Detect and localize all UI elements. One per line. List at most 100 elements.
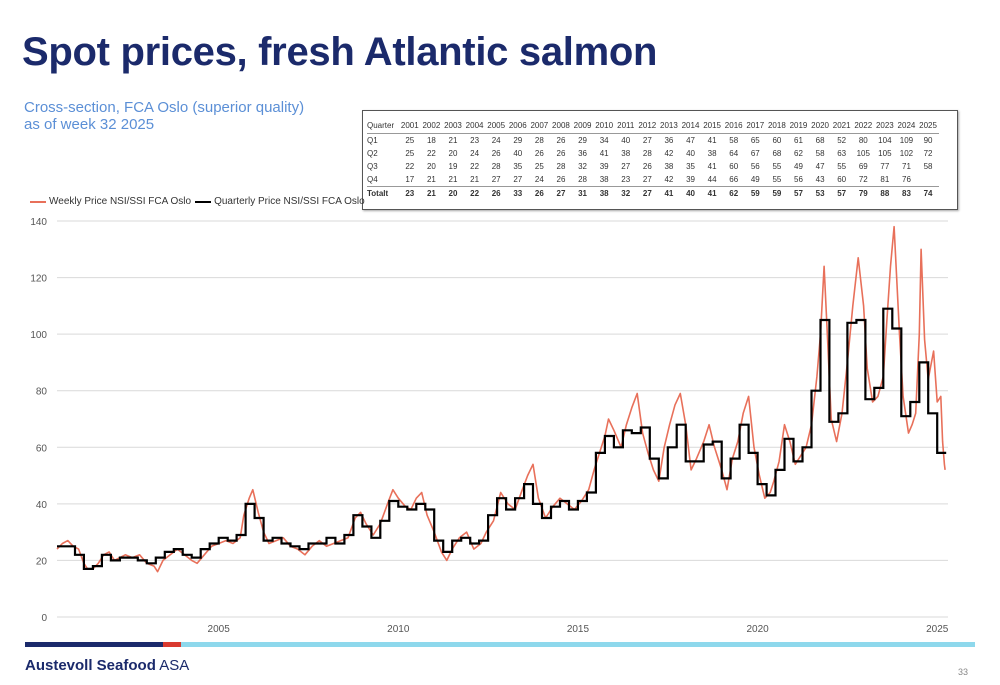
table-cell: 52 — [837, 136, 847, 145]
table-total-cell: 41 — [658, 186, 680, 200]
table-cell: 21 — [470, 175, 480, 184]
table-total-cell: 23 — [399, 186, 421, 200]
table-total-cell: 22 — [463, 186, 486, 200]
table-cell: 40 — [513, 149, 523, 158]
table-cell: 41 — [599, 149, 609, 158]
y-tick-label: 120 — [30, 274, 47, 285]
table-cell: 61 — [794, 136, 803, 145]
y-tick-label: 20 — [36, 556, 48, 567]
page-number: 33 — [958, 667, 969, 677]
y-tick-label: 100 — [30, 330, 47, 341]
table-cell: 41 — [707, 162, 717, 171]
table-cell: 23 — [470, 136, 480, 145]
table-header-year: 2001 — [399, 117, 421, 134]
chart-subtitle: Cross-section, FCA Oslo (superior qualit… — [24, 99, 344, 133]
table-total-cell: 41 — [701, 186, 723, 200]
table-cell: 58 — [815, 149, 825, 158]
table-cell: 60 — [837, 175, 847, 184]
table-row-label: Q4 — [367, 175, 378, 184]
table-header-year: 2008 — [550, 117, 572, 134]
table-cell: 21 — [426, 175, 436, 184]
table-header-year: 2002 — [420, 117, 443, 134]
table-cell: 24 — [491, 136, 501, 145]
table-cell: 62 — [794, 149, 803, 158]
table-cell: 68 — [772, 149, 782, 158]
table-row: Q4 17 21 21 21 27 27 24 26 28 38 23 27 42 39 44 66 49 55 56… — [367, 173, 939, 187]
table-cell: 72 — [923, 149, 933, 158]
table-header-year: 2015 — [701, 117, 723, 134]
table-total-row: Totalt 23 21 20 22 26 33 26 27 31 38 32 27 41 40 41 62 59… — [367, 186, 939, 200]
table-cell: 41 — [707, 136, 717, 145]
table-cell: 32 — [578, 162, 587, 171]
table-total-cell: 88 — [874, 186, 896, 200]
legend-item-weekly: Weekly Price NSI/SSI FCA Oslo — [30, 196, 191, 207]
table-cell: 47 — [686, 136, 695, 145]
table-cell: 63 — [837, 149, 847, 158]
table-cell: 36 — [664, 136, 674, 145]
table-header-year: 2021 — [830, 117, 853, 134]
legend-swatch-weekly — [30, 200, 46, 203]
table-cell: 47 — [815, 162, 825, 171]
table-cell: 77 — [880, 162, 890, 171]
company-name-bold: Austevoll Seafood — [25, 657, 156, 674]
table-cell: 102 — [899, 149, 914, 158]
table-cell: 40 — [621, 136, 631, 145]
table-cell: 20 — [448, 149, 458, 158]
page-title: Spot prices, fresh Atlantic salmon — [22, 30, 658, 74]
table-cell: 26 — [534, 149, 544, 158]
table-cell: 24 — [534, 175, 544, 184]
legend-swatch-quarterly — [195, 200, 212, 203]
table-cell: 81 — [880, 175, 890, 184]
y-tick-label: 140 — [30, 217, 47, 228]
table-total-cell: 32 — [614, 186, 637, 200]
table-cell: 25 — [405, 149, 415, 158]
table-row-label: Q2 — [367, 149, 378, 158]
table-cell: 26 — [556, 149, 566, 158]
x-tick-label: 2005 — [208, 624, 231, 635]
table-cell: 36 — [578, 149, 587, 158]
table-cell: 26 — [556, 175, 566, 184]
table-cell: 28 — [534, 136, 544, 145]
table-cell: 58 — [729, 136, 739, 145]
table-total-cell: 62 — [722, 186, 745, 200]
table-header-year: 2023 — [874, 117, 896, 134]
table-cell: 22 — [426, 149, 436, 158]
table-total-cell: 21 — [420, 186, 443, 200]
chart-legend: Weekly Price NSI/SSI FCA Oslo Quarterly … — [30, 196, 369, 207]
table-row-label: Q1 — [367, 136, 378, 145]
table-total-cell: 27 — [550, 186, 572, 200]
price-chart: 0 20 40 60 80 100 120 140 2005 2010 2015 2020 2025 — [30, 217, 948, 635]
table-total-cell: 57 — [787, 186, 810, 200]
table-cell: 18 — [426, 136, 436, 145]
table-cell: 42 — [664, 175, 674, 184]
table-cell: 64 — [729, 149, 739, 158]
table-cell: 65 — [750, 136, 760, 145]
table-cell: 27 — [621, 162, 631, 171]
table-total-label: Totalt — [367, 186, 399, 200]
table-cell: 105 — [878, 149, 892, 158]
legend-item-quarterly: Quarterly Price NSI/SSI FCA Oslo — [195, 196, 365, 207]
table-total-cell: 53 — [809, 186, 831, 200]
table-cell: 38 — [707, 149, 717, 158]
table-cell: 58 — [923, 162, 933, 171]
table-cell: 28 — [642, 149, 652, 158]
company-logo: Austevoll Seafood ASA — [25, 657, 189, 674]
table-cell: 55 — [837, 162, 847, 171]
table-cell: 44 — [707, 175, 717, 184]
table-row: Q3 22 20 19 22 28 35 25 28 32 39 27 26 38 35 41 60 56 55 49… — [367, 160, 939, 173]
table-cell: 39 — [599, 162, 609, 171]
table-cell: 49 — [750, 175, 760, 184]
table-cell: 38 — [664, 162, 674, 171]
table-cell: 69 — [858, 162, 868, 171]
table-total-cell: 57 — [830, 186, 853, 200]
table-cell: 29 — [513, 136, 523, 145]
table-cell: 21 — [448, 175, 458, 184]
subtitle-line-2: as of week 32 2025 — [24, 116, 155, 133]
table-cell: 22 — [470, 162, 480, 171]
table-cell: 71 — [902, 162, 911, 171]
table-total-cell: 40 — [679, 186, 702, 200]
table-cell: 34 — [599, 136, 609, 145]
x-tick-label: 2015 — [567, 624, 590, 635]
table-total-cell: 59 — [766, 186, 788, 200]
table-cell: 38 — [621, 149, 631, 158]
